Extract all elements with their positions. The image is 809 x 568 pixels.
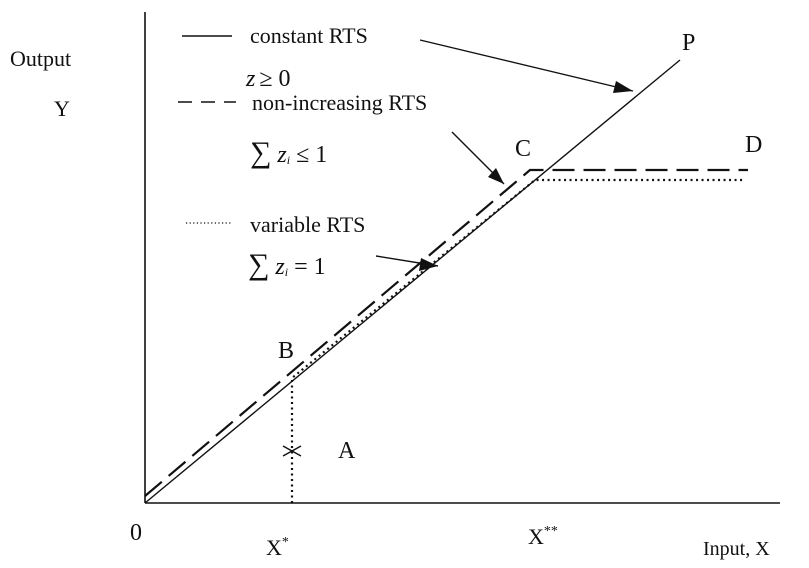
point-b-label: B: [278, 338, 294, 364]
origin-label: 0: [130, 520, 142, 546]
point-a-marker: [282, 445, 302, 457]
legend-constant-label: constant RTS: [250, 23, 368, 48]
arrow-to-non-increasing: [451, 131, 505, 185]
x-star-tick: X*: [266, 535, 289, 560]
y-axis-label-output: Output: [10, 46, 71, 71]
variable-rts-frontier: [290, 178, 745, 503]
constant-rts-frontier: [144, 59, 681, 504]
point-c-label: C: [515, 136, 531, 162]
arrow-to-constant: [419, 39, 634, 93]
non-increasing-rts-frontier: [144, 168, 748, 497]
legend-non-increasing-condition: ∑ zi ≤ 1: [250, 136, 327, 169]
x-axis-label: Input, X: [703, 538, 770, 560]
legend-variable-condition: ∑ zi = 1: [248, 248, 326, 281]
point-d-label: D: [745, 132, 762, 158]
point-a-label: A: [338, 438, 356, 464]
legend-non-increasing-label: non-increasing RTS: [252, 90, 427, 115]
legend-constant-condition: z ≥ 0: [245, 66, 291, 92]
legend-variable-label: variable RTS: [250, 212, 365, 237]
point-p-label: P: [682, 30, 695, 56]
arrow-to-variable: [375, 255, 439, 271]
x-double-star-tick: X**: [528, 524, 558, 549]
y-axis-label-y: Y: [54, 96, 70, 121]
